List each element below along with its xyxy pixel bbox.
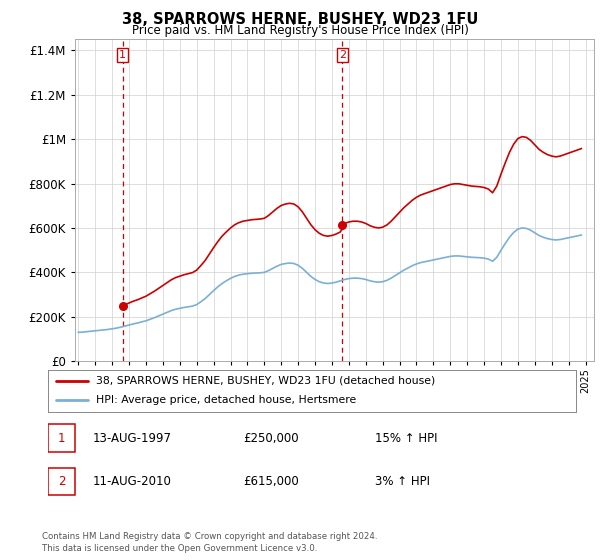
Text: £615,000: £615,000 xyxy=(244,475,299,488)
Text: 3% ↑ HPI: 3% ↑ HPI xyxy=(376,475,430,488)
Text: 11-AUG-2010: 11-AUG-2010 xyxy=(93,475,172,488)
FancyBboxPatch shape xyxy=(48,424,76,452)
Text: 2: 2 xyxy=(58,475,65,488)
Text: 13-AUG-1997: 13-AUG-1997 xyxy=(93,432,172,445)
Text: 2: 2 xyxy=(339,50,346,60)
Text: 15% ↑ HPI: 15% ↑ HPI xyxy=(376,432,438,445)
FancyBboxPatch shape xyxy=(48,468,76,495)
Text: 38, SPARROWS HERNE, BUSHEY, WD23 1FU: 38, SPARROWS HERNE, BUSHEY, WD23 1FU xyxy=(122,12,478,27)
Text: 1: 1 xyxy=(58,432,65,445)
Text: £250,000: £250,000 xyxy=(244,432,299,445)
Text: Contains HM Land Registry data © Crown copyright and database right 2024.
This d: Contains HM Land Registry data © Crown c… xyxy=(42,533,377,553)
Text: Price paid vs. HM Land Registry's House Price Index (HPI): Price paid vs. HM Land Registry's House … xyxy=(131,24,469,36)
Text: 38, SPARROWS HERNE, BUSHEY, WD23 1FU (detached house): 38, SPARROWS HERNE, BUSHEY, WD23 1FU (de… xyxy=(95,376,435,386)
Text: 1: 1 xyxy=(119,50,126,60)
Text: HPI: Average price, detached house, Hertsmere: HPI: Average price, detached house, Hert… xyxy=(95,395,356,405)
